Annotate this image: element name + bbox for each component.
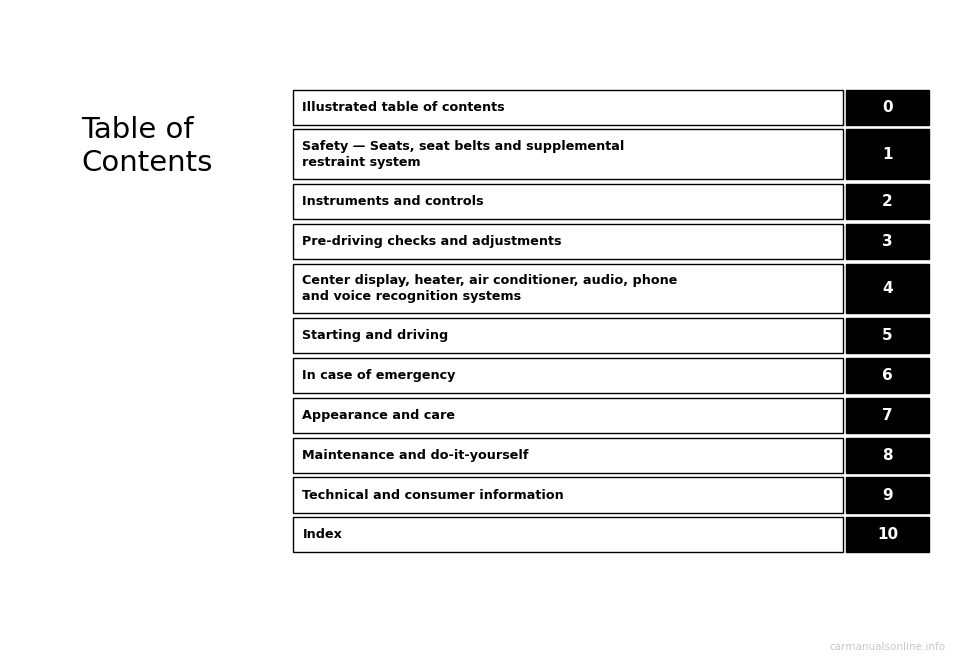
Text: Appearance and care: Appearance and care [302, 409, 455, 422]
Text: 8: 8 [882, 448, 893, 463]
FancyBboxPatch shape [293, 517, 843, 552]
Text: In case of emergency: In case of emergency [302, 369, 456, 382]
Text: 9: 9 [882, 487, 893, 503]
FancyBboxPatch shape [846, 438, 929, 473]
Text: Index: Index [302, 529, 343, 541]
FancyBboxPatch shape [846, 477, 929, 513]
Text: 4: 4 [882, 281, 893, 296]
FancyBboxPatch shape [293, 224, 843, 259]
Text: Pre-driving checks and adjustments: Pre-driving checks and adjustments [302, 235, 562, 248]
FancyBboxPatch shape [846, 224, 929, 259]
Text: 1: 1 [882, 147, 893, 162]
FancyBboxPatch shape [293, 318, 843, 353]
FancyBboxPatch shape [846, 129, 929, 179]
Text: 6: 6 [882, 368, 893, 383]
Text: carmanualsonline.info: carmanualsonline.info [829, 642, 946, 652]
FancyBboxPatch shape [293, 129, 843, 179]
Text: 5: 5 [882, 328, 893, 343]
Text: Illustrated table of contents: Illustrated table of contents [302, 101, 505, 114]
FancyBboxPatch shape [293, 398, 843, 433]
FancyBboxPatch shape [293, 477, 843, 513]
Text: Starting and driving: Starting and driving [302, 329, 448, 342]
FancyBboxPatch shape [846, 264, 929, 313]
FancyBboxPatch shape [293, 90, 843, 125]
Text: Center display, heater, air conditioner, audio, phone
and voice recognition syst: Center display, heater, air conditioner,… [302, 274, 678, 303]
FancyBboxPatch shape [846, 517, 929, 552]
Text: 3: 3 [882, 234, 893, 249]
Text: 2: 2 [882, 194, 893, 209]
Text: Technical and consumer information: Technical and consumer information [302, 489, 564, 501]
Text: Maintenance and do-it-yourself: Maintenance and do-it-yourself [302, 449, 529, 461]
FancyBboxPatch shape [293, 438, 843, 473]
Text: 0: 0 [882, 100, 893, 115]
Text: Safety — Seats, seat belts and supplemental
restraint system: Safety — Seats, seat belts and supplemen… [302, 140, 625, 169]
FancyBboxPatch shape [846, 358, 929, 393]
FancyBboxPatch shape [846, 398, 929, 433]
FancyBboxPatch shape [846, 90, 929, 125]
FancyBboxPatch shape [293, 358, 843, 393]
Text: Table of
Contents: Table of Contents [82, 116, 213, 177]
FancyBboxPatch shape [846, 184, 929, 219]
Text: 7: 7 [882, 408, 893, 423]
FancyBboxPatch shape [293, 264, 843, 313]
Text: Instruments and controls: Instruments and controls [302, 195, 484, 208]
FancyBboxPatch shape [293, 184, 843, 219]
FancyBboxPatch shape [846, 318, 929, 353]
Text: 10: 10 [876, 527, 899, 542]
